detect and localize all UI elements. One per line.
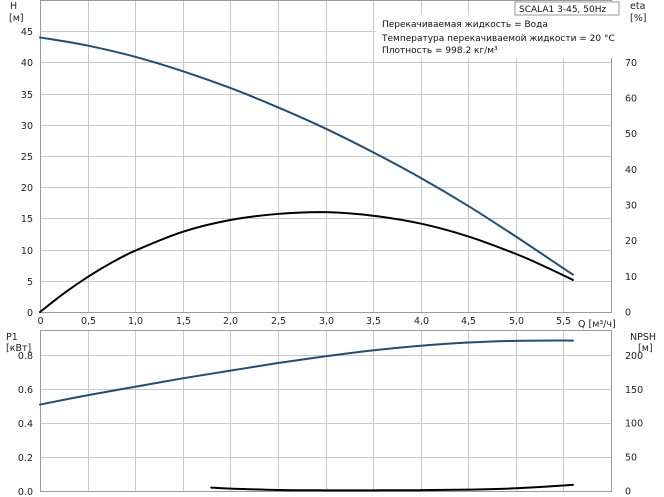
y-left-tick-label: 0.4 — [18, 419, 33, 430]
y-right-tick-label: 0 — [625, 487, 631, 497]
y-left-tick-label: 40 — [21, 58, 33, 69]
y-right-tick-label: 70 — [625, 58, 637, 69]
curve-h — [39, 36, 574, 276]
plot-frame — [40, 330, 612, 492]
x-tick-label: 2,0 — [223, 316, 238, 327]
y-left-tick-label: 45 — [21, 27, 33, 38]
y-right-tick-label: 10 — [625, 272, 637, 283]
y-left-tick-label: 35 — [21, 90, 33, 101]
curve-npsh — [210, 483, 574, 492]
curve-p1 — [39, 339, 574, 406]
y-right-tick-label: 50 — [625, 453, 637, 464]
model-title: SCALA1 3-45, 50Hz — [519, 5, 606, 15]
y-left-tick-label: 30 — [21, 121, 33, 132]
y-left-tick-label: 0.0 — [18, 487, 33, 497]
y-left-tick-label: 15 — [21, 214, 33, 225]
x-tick-label: 1,5 — [176, 316, 191, 327]
y-right-tick-label: 60 — [625, 94, 637, 105]
y-left-tick-label: 0.2 — [18, 453, 33, 464]
curve-eta — [39, 211, 574, 313]
y-left-tick-label: 10 — [21, 246, 33, 257]
x-tick-label: 3,0 — [319, 316, 334, 327]
y-left-tick-label: 0.8 — [18, 351, 33, 362]
y-left-tick-label: 20 — [21, 183, 33, 194]
curves — [39, 36, 574, 492]
grid — [40, 0, 612, 492]
lower-left-axis-unit: [кВт] — [6, 343, 31, 354]
upper-left-axis-unit: [м] — [9, 13, 24, 24]
x-tick-label: 2,5 — [271, 316, 286, 327]
y-right-tick-label: 100 — [625, 419, 643, 430]
model-title-box — [514, 1, 620, 16]
plot-frame — [40, 0, 612, 313]
info-box — [376, 15, 614, 58]
x-tick-label: 1,0 — [128, 316, 143, 327]
info-line-fluid: Перекачиваемая жидкость = Вода — [382, 20, 548, 30]
y-right-tick-label: 50 — [625, 129, 637, 140]
x-tick-label: 3,5 — [366, 316, 381, 327]
y-left-tick-label: 0.6 — [18, 385, 33, 396]
tick-labels: 0 0,5 1,0 1,5 2,0 2,5 3,0 3,5 4,0 4,5 5,0 5,5 0 5 10 15… — [18, 27, 643, 497]
y-right-tick-label: 200 — [625, 351, 643, 362]
y-right-tick-label: 0 — [625, 308, 631, 319]
x-tick-label: 5,5 — [556, 316, 571, 327]
y-left-tick-label: 0 — [27, 308, 33, 319]
upper-left-axis-title: H — [10, 1, 17, 12]
lower-right-axis-unit: [м] — [638, 343, 653, 354]
lower-right-axis-title: NPSH — [630, 332, 656, 343]
y-right-tick-label: 150 — [625, 385, 643, 396]
x-tick-label: 5,0 — [509, 316, 524, 327]
lower-left-axis-title: P1 — [6, 332, 18, 343]
y-left-tick-label: 5 — [27, 277, 33, 288]
upper-right-axis-unit: [%] — [630, 13, 646, 24]
upper-right-axis-title: eta — [630, 1, 645, 12]
x-tick-label: 0,5 — [81, 316, 96, 327]
info-line-density: Плотность = 998.2 кг/м³ — [382, 46, 498, 56]
y-right-tick-label: 40 — [625, 165, 637, 176]
y-right-tick-label: 20 — [625, 236, 637, 247]
x-tick-label: 4,0 — [414, 316, 429, 327]
x-tick-label: 4,5 — [461, 316, 476, 327]
info-line-temperature: Температура перекачиваемой жидкости = 20… — [381, 34, 615, 44]
x-axis-title: Q [м³/ч] — [578, 319, 616, 330]
y-left-tick-label: 25 — [21, 152, 33, 163]
y-right-tick-label: 30 — [625, 201, 637, 212]
x-tick-label: 0 — [37, 316, 43, 327]
